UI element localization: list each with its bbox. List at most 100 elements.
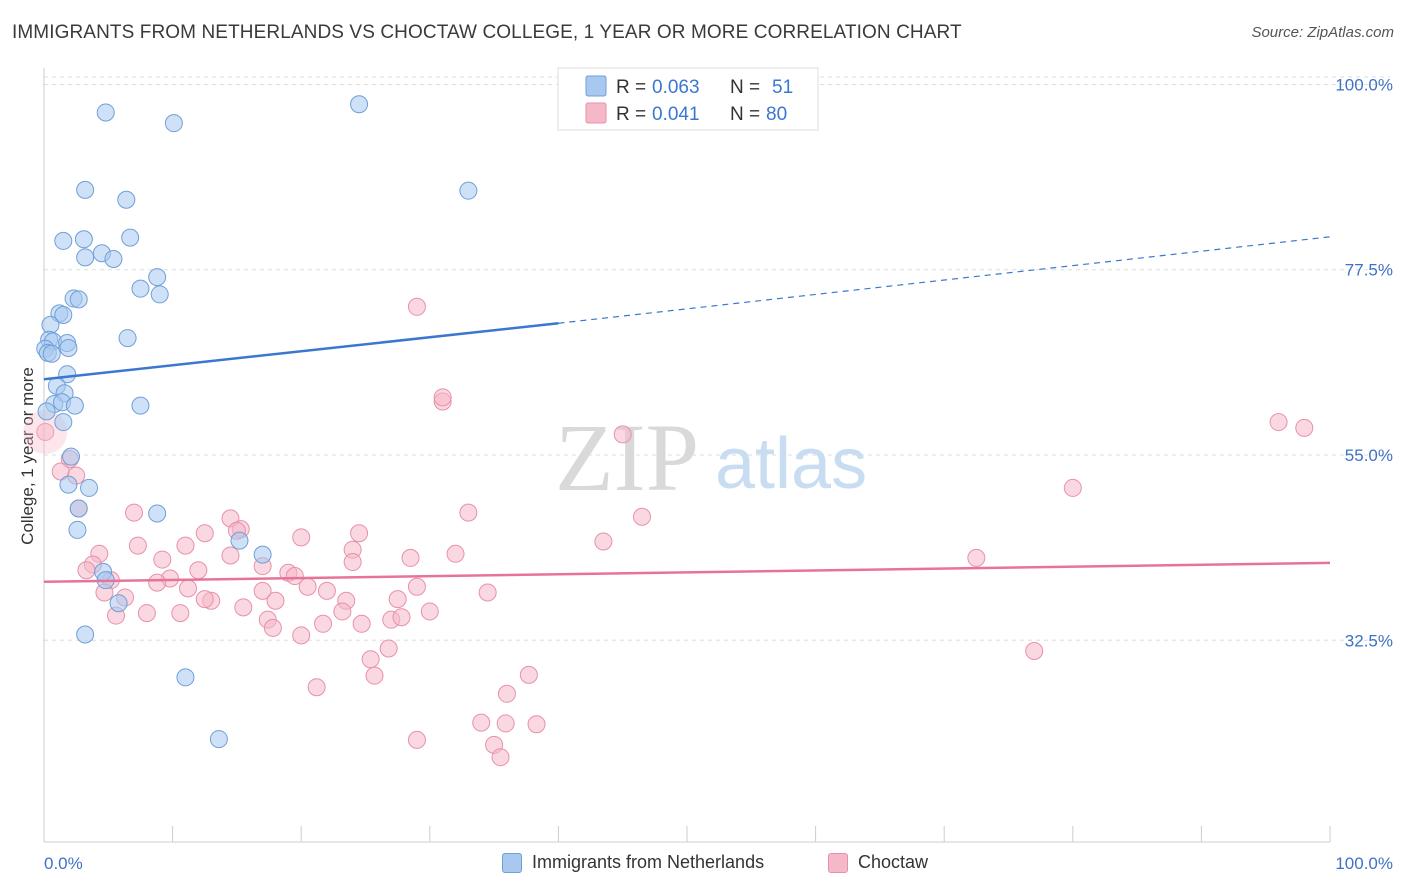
legend-n-label-pink: N = [730, 104, 760, 125]
chart-title: IMMIGRANTS FROM NETHERLANDS VS CHOCTAW C… [12, 22, 962, 43]
netherlands-point [68, 520, 87, 539]
netherlands-point [62, 447, 81, 466]
watermark-zip: ZIP [555, 404, 699, 511]
legend-bottom: Immigrants from Netherlands Choctaw [0, 852, 1406, 878]
choctaw-point [361, 650, 380, 669]
netherlands-point [96, 103, 115, 122]
legend-n-value-blue: 51 [772, 77, 793, 98]
choctaw-point [1295, 418, 1314, 437]
legend-r-value-blue: 0.063 [652, 77, 700, 98]
choctaw-point [153, 550, 172, 569]
legend-top: R = 0.063 N = 51 R = 0.041 N = 80 [557, 67, 819, 131]
choctaw-point [365, 666, 384, 685]
choctaw-point [352, 614, 371, 633]
choctaw-point [392, 608, 411, 627]
netherlands-point [253, 545, 272, 564]
netherlands-point [459, 181, 478, 200]
choctaw-point [195, 590, 214, 609]
netherlands-trend-extension [558, 236, 1331, 324]
netherlands-point [76, 625, 95, 644]
netherlands-point [58, 365, 77, 384]
choctaw-point [137, 604, 156, 623]
netherlands-point [104, 250, 123, 269]
source-label: Source: ZipAtlas.com [1251, 24, 1394, 41]
choctaw-point [401, 548, 420, 567]
choctaw-point [446, 544, 465, 563]
choctaw-point [333, 602, 352, 621]
legend-n-value-pink: 80 [766, 104, 787, 125]
netherlands-trend-line [43, 322, 559, 381]
netherlands-point [69, 499, 88, 518]
choctaw-point [234, 598, 253, 617]
choctaw-point [379, 639, 398, 658]
x-tick-label: 100.0% [1335, 854, 1393, 873]
choctaw-point [317, 581, 336, 600]
netherlands-point [54, 306, 73, 325]
choctaw-point [527, 715, 546, 734]
netherlands-point [117, 190, 136, 209]
legend-swatch-pink [585, 102, 607, 124]
x-tick-label: 0.0% [44, 854, 83, 873]
netherlands-point [54, 231, 73, 250]
choctaw-point [459, 503, 478, 522]
choctaw-point [1063, 478, 1082, 497]
netherlands-point [209, 730, 228, 749]
legend-item-netherlands[interactable]: Immigrants from Netherlands [502, 852, 764, 873]
choctaw-point [253, 581, 272, 600]
y-tick-label: 55.0% [1345, 446, 1393, 465]
legend-item-choctaw[interactable]: Choctaw [828, 852, 928, 873]
y-tick-label: 32.5% [1345, 631, 1393, 650]
choctaw-point [1269, 413, 1288, 432]
choctaw-point [263, 618, 282, 637]
choctaw-point [221, 546, 240, 565]
netherlands-point [76, 180, 95, 199]
netherlands-point [109, 594, 128, 613]
choctaw-point [632, 507, 651, 526]
watermark: ZIP atlas [555, 404, 867, 511]
choctaw-point [491, 748, 510, 767]
choctaw-point [967, 548, 986, 567]
legend-label-choctaw: Choctaw [858, 852, 929, 872]
legend-n-label-blue: N = [730, 77, 760, 98]
choctaw-point [266, 591, 285, 610]
choctaw-point [472, 713, 491, 732]
choctaw-point [307, 678, 326, 697]
netherlands-point [80, 478, 99, 497]
netherlands-point [54, 413, 73, 432]
choctaw-point [350, 524, 369, 543]
choctaw-point [292, 626, 311, 645]
legend-swatch-choctaw [828, 852, 848, 873]
trend-lines [43, 236, 1331, 584]
choctaw-point [343, 553, 362, 572]
netherlands-point [121, 228, 140, 247]
netherlands-point [118, 329, 137, 348]
netherlands-point [148, 268, 167, 287]
choctaw-points [23, 297, 1314, 767]
choctaw-point [478, 583, 497, 602]
legend-r-label-pink: R = [616, 104, 646, 125]
netherlands-point [131, 396, 150, 415]
choctaw-point [292, 528, 311, 547]
netherlands-point [37, 402, 56, 421]
choctaw-point [613, 425, 632, 444]
choctaw-point [497, 684, 516, 703]
y-tick-label: 77.5% [1345, 261, 1393, 280]
choctaw-point [407, 297, 426, 316]
netherlands-point [76, 248, 95, 267]
choctaw-point [433, 388, 452, 407]
axes [43, 68, 1331, 843]
choctaw-point [189, 561, 208, 580]
netherlands-point [176, 668, 195, 687]
y-tick-label: 100.0% [1335, 75, 1393, 94]
choctaw-point [496, 714, 515, 733]
choctaw-point [407, 730, 426, 749]
legend-swatch-blue [585, 75, 607, 97]
watermark-atlas: atlas [715, 424, 867, 504]
choctaw-point [388, 590, 407, 609]
netherlands-point [148, 504, 167, 523]
choctaw-point [77, 561, 96, 580]
choctaw-point [285, 567, 304, 586]
netherlands-point [350, 95, 369, 114]
netherlands-point [74, 230, 93, 249]
